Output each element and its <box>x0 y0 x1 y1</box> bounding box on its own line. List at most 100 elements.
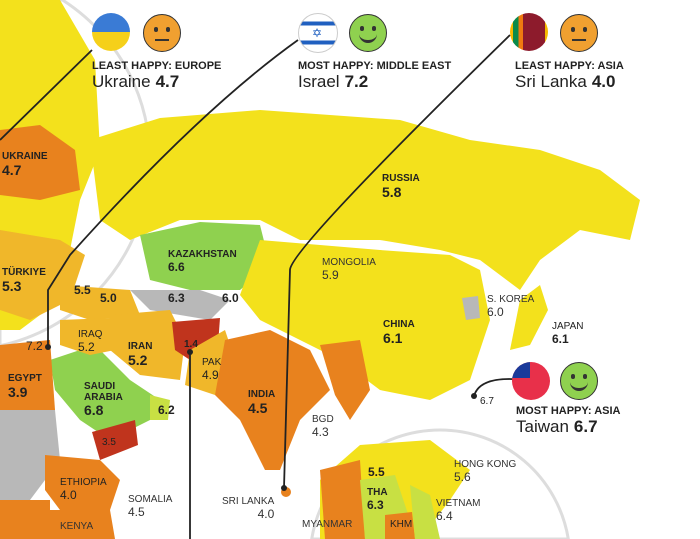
country-name: KAZAKHSTAN <box>168 249 237 260</box>
label-ethiopia: ETHIOPIA 4.0 <box>60 477 107 502</box>
label-laos: 5.5 <box>368 466 385 479</box>
country-name: MONGOLIA <box>322 257 376 268</box>
country-name: THA <box>367 487 388 498</box>
country-value: 6.0 <box>487 304 504 319</box>
label-somalia: SOMALIA 4.5 <box>128 494 173 518</box>
bangladesh-myanmar <box>320 340 370 420</box>
country-name: UKRAINE <box>2 151 48 162</box>
country-value: 5.9 <box>322 267 339 282</box>
israel-flag-icon: ✡ <box>298 13 338 53</box>
callout-score: 7.2 <box>344 72 369 91</box>
country-value: 6.8 <box>84 402 104 418</box>
label-kenya: KENYA <box>60 521 94 533</box>
label-tha: THA 6.3 <box>367 487 388 512</box>
china-shape <box>240 240 490 400</box>
yemen-shape <box>92 420 138 460</box>
japan-shape <box>510 285 548 350</box>
country-name: IRAN <box>128 341 153 352</box>
label-egypt: EGYPT 3.9 <box>8 373 42 399</box>
callout-category: LEAST HAPPY: ASIA <box>515 60 624 72</box>
smile-face-icon <box>349 14 387 52</box>
country-name: INDIA <box>248 389 276 400</box>
label-vietnam: VIETNAM 6.4 <box>436 498 480 522</box>
callout-score: 6.7 <box>573 417 598 436</box>
label-china: CHINA 6.1 <box>383 319 415 346</box>
country-name: HONG KONG <box>454 459 517 470</box>
country-value: 7.2 <box>26 339 43 353</box>
country-value: 1.4 <box>184 339 198 350</box>
country-value: 5.2 <box>78 339 95 354</box>
country-name: BGD <box>312 414 334 425</box>
label-khm: KHM <box>390 519 412 531</box>
country-value: 4.0 <box>60 487 77 502</box>
country-name: SOMALIA <box>128 494 173 505</box>
country-name: RUSSIA <box>382 173 420 184</box>
country-name: EGYPT <box>8 373 42 384</box>
callout-ukraine: LEAST HAPPY: EUROPE Ukraine 4.7 <box>92 60 221 92</box>
label-kazakhstan: KAZAKHSTAN 6.6 <box>168 249 237 273</box>
smile-face-icon <box>560 362 598 400</box>
country-value: 6.1 <box>383 329 403 346</box>
callout-taiwan: MOST HAPPY: ASIA Taiwan 6.7 <box>516 405 621 437</box>
callout-score: 4.7 <box>155 72 180 91</box>
sri-lanka-flag-icon <box>510 13 548 51</box>
sad-face-icon <box>143 14 181 52</box>
saudi-shape <box>50 345 160 440</box>
label-turkiye: TÜRKIYE 5.3 <box>2 267 46 293</box>
label-saudi: SAUDI ARABIA 6.8 <box>84 381 134 418</box>
callout-country: Sri Lanka <box>515 72 587 91</box>
label-uae: 6.2 <box>158 404 175 417</box>
callout-score: 4.0 <box>591 72 616 91</box>
callout-lines <box>0 34 526 539</box>
label-ukraine: UKRAINE 4.7 <box>2 151 48 178</box>
india-shape <box>215 330 330 470</box>
country-value: 4.9 <box>202 367 219 382</box>
ukraine-flag-icon <box>92 13 130 51</box>
callout-country: Taiwan <box>516 417 569 436</box>
label-bgd: BGD 4.3 <box>312 414 334 439</box>
country-value: 6.1 <box>552 331 569 346</box>
taiwan-flag-icon <box>512 362 550 400</box>
kenya-shape <box>50 510 115 539</box>
label-yemen: 3.5 <box>102 437 116 449</box>
label-hongkong: HONG KONG 5.6 <box>454 459 517 483</box>
egypt-shape <box>0 340 55 410</box>
callout-category: MOST HAPPY: ASIA <box>516 405 621 417</box>
country-name: PAK <box>202 357 222 368</box>
country-value: 6.3 <box>168 291 185 305</box>
country-value: 4.3 <box>312 424 329 439</box>
label-india: INDIA 4.5 <box>248 389 276 416</box>
europe-inset <box>0 0 152 348</box>
country-name: CHINA <box>383 319 415 330</box>
label-iraq: IRAQ 5.2 <box>78 329 102 354</box>
iraq-shape <box>60 318 115 355</box>
callout-dots <box>45 344 477 491</box>
country-name: S. KOREA <box>487 294 535 305</box>
label-georgia: 5.5 <box>74 284 91 297</box>
country-name: TÜRKIYE <box>2 267 46 278</box>
country-value: 6.7 <box>480 396 494 407</box>
country-name: MYANMAR <box>302 519 353 530</box>
callout-country: Ukraine <box>92 72 151 91</box>
label-myanmar: MYANMAR <box>302 519 353 531</box>
label-armenia: 5.0 <box>100 292 117 305</box>
turkey-caucasus <box>60 285 140 320</box>
country-name: SRI LANKA <box>222 496 275 507</box>
sad-face-icon <box>560 14 598 52</box>
label-israel: 7.2 <box>26 340 43 353</box>
kazakhstan-shape <box>140 222 270 290</box>
country-value: 6.2 <box>158 403 175 417</box>
country-value: 4.0 <box>257 506 275 521</box>
russia-shape <box>90 110 640 290</box>
country-value: 5.8 <box>382 183 402 200</box>
country-name: KENYA <box>60 521 94 532</box>
skorea-shape <box>462 296 480 320</box>
country-value: 5.5 <box>74 283 91 297</box>
callout-country: Israel <box>298 72 340 91</box>
country-value: 6.3 <box>367 497 384 512</box>
country-value: 4.5 <box>248 399 268 416</box>
africa-south-shape <box>0 500 50 539</box>
label-afghanistan: 1.4 <box>184 339 198 351</box>
country-value: 4.7 <box>2 161 22 178</box>
